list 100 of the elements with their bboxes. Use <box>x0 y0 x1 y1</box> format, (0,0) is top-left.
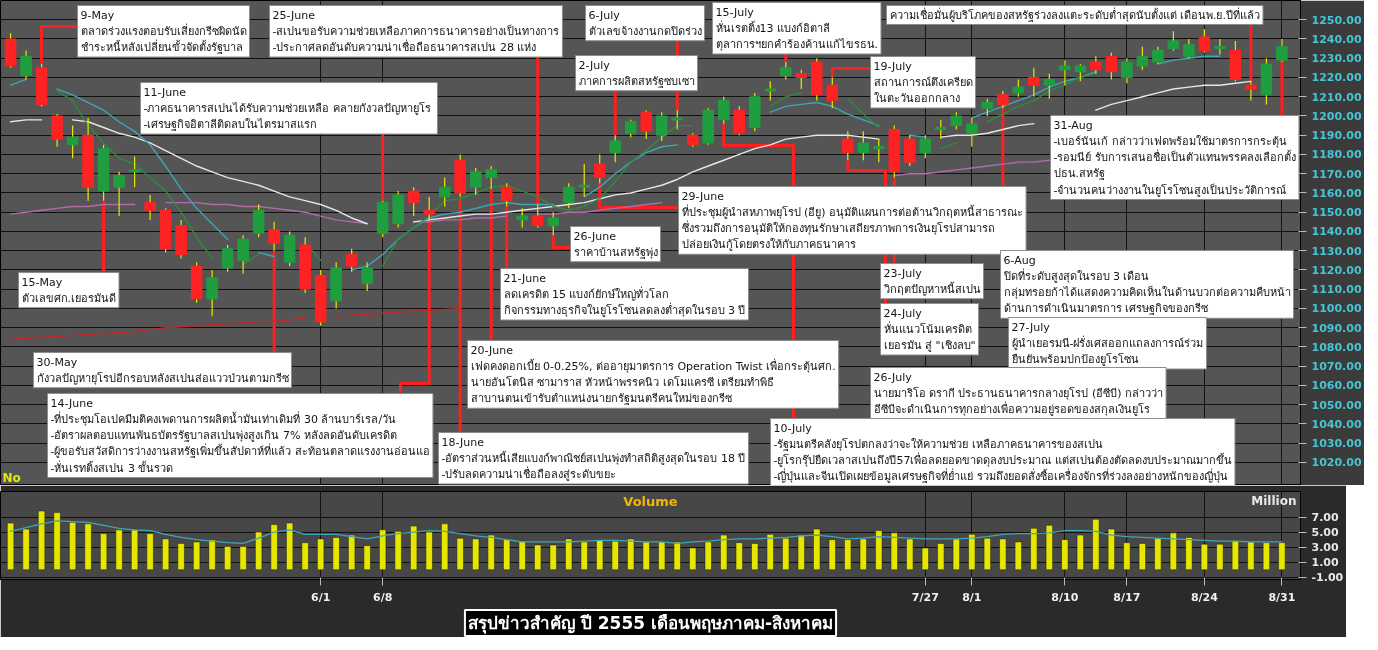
candlestick <box>640 109 653 140</box>
annotation: ความเชื่อมั่นผู้บริโภคของสหรัฐร่วงลงแตะระดับต่ำสุดนับตั้งแต่ เดือนพ.ย.ปีที่แล้ว <box>889 6 1260 22</box>
bar <box>115 529 123 570</box>
bar <box>1045 525 1053 570</box>
annotation: 2-July ภาคการผลิตสหรัฐซบเซา <box>578 58 695 88</box>
candlestick <box>345 248 358 273</box>
candlestick <box>144 194 156 221</box>
bar <box>456 537 464 570</box>
candlestick <box>485 165 497 190</box>
y-tick-label: 1050.00 <box>1311 398 1362 412</box>
candlestick <box>764 80 777 102</box>
bar <box>859 538 867 570</box>
annotation: 15-May ตัวเลขศก.เยอรมันดี <box>21 275 116 305</box>
candlestick <box>1167 30 1180 52</box>
candlestick <box>1043 73 1056 100</box>
y-tick-label: 1030.00 <box>1311 437 1362 451</box>
candlestick <box>1059 59 1071 86</box>
candlestick <box>516 207 528 229</box>
bar <box>813 528 821 570</box>
y-tick-label: 1220.00 <box>1311 71 1362 85</box>
candlestick <box>128 155 141 188</box>
candlestick <box>66 125 79 159</box>
bar <box>627 538 635 570</box>
x-tick-label: 8/10 <box>1051 590 1079 604</box>
x-tick-label: 8/31 <box>1268 590 1296 604</box>
bar <box>704 541 712 570</box>
y-tick-label: 1110.00 <box>1311 283 1362 297</box>
y-tick-label: 1100.00 <box>1311 302 1362 316</box>
bar <box>999 538 1007 570</box>
bar <box>1014 541 1022 570</box>
annotation: 24-July หั่นแนวโน้มเครดิต เยอรมัน สู่ "เชิงลบ" <box>883 306 976 352</box>
bar <box>270 524 278 570</box>
x-tick-label: 8/1 <box>962 590 982 604</box>
y-tick-label: 1070.00 <box>1311 360 1362 374</box>
bar <box>968 534 976 570</box>
bar <box>1185 537 1193 570</box>
annotation: 27-July ผู้นำเยอรมนี-ฝรั่งเศสออกแถลงการณ์ร่วม ยืนยันพร้อมปกป้องยูโรโซน <box>1011 320 1204 366</box>
bar <box>689 547 697 570</box>
bar <box>580 541 588 570</box>
candlestick <box>655 111 668 142</box>
bar <box>642 541 650 570</box>
candlestick <box>438 176 451 208</box>
y-tick-label: 1200.00 <box>1311 109 1362 123</box>
candlestick <box>547 211 559 236</box>
bar <box>379 529 387 570</box>
candlestick <box>795 69 808 90</box>
candlestick <box>1105 51 1118 81</box>
annotation: 30-May กังวลปัญหายุโรปอีกรอบหลังสเปนส่อแววป่วนตามกรีซ <box>36 355 290 385</box>
x-tick-label: 8/24 <box>1190 590 1219 604</box>
bar <box>239 546 247 570</box>
annotation: 19-July สถานการณ์ตึงเครียด ในตะวันออกกลาง <box>873 59 973 105</box>
bar <box>952 538 960 570</box>
bar <box>1092 519 1100 570</box>
bar <box>906 538 914 570</box>
bar <box>1030 528 1038 570</box>
candlestick <box>1198 28 1211 54</box>
bar <box>1169 532 1177 570</box>
bar <box>937 543 945 570</box>
y-tick-label: 1160.00 <box>1311 186 1362 200</box>
x-tick-label: 6/8 <box>373 590 393 604</box>
x-tick-label: 7/27 <box>911 590 939 604</box>
bar <box>53 512 61 570</box>
bar <box>565 538 573 570</box>
bar <box>1262 542 1270 570</box>
bar <box>224 546 232 570</box>
annotation: 26-July นายมาริโอ ดรากี ประธานธนาคารกลางยุโรป (อีซีบี) กล่าวว่า อีซีบีจะดำเนินการทุกอย่างเพื่อความอยู่รอดของสกุลเงินยูโร <box>873 370 1164 416</box>
bar <box>162 538 170 570</box>
y-tick-label: 1230.00 <box>1311 52 1362 66</box>
y-tick-label: 1.00 <box>1311 556 1339 570</box>
bar <box>363 545 371 570</box>
y-tick-label: 1040.00 <box>1311 417 1362 431</box>
bar <box>983 537 991 570</box>
y-tick-label: 1180.00 <box>1311 148 1362 162</box>
annotation: 21-June ลดเครดิต 15 แบงก์ยักษ์ใหญ่ทั่วโลก กิจกรรมทางธุรกิจในยูโรโซนลดลงต่ำสุดในรอบ 3 ปี <box>503 271 746 317</box>
candlestick <box>733 105 746 136</box>
x-tick-label: 6/1 <box>310 590 331 604</box>
candlestick <box>904 134 916 167</box>
candlestick <box>1214 38 1226 55</box>
bar <box>921 547 929 570</box>
bar <box>797 534 805 570</box>
bar <box>255 531 263 570</box>
candlestick <box>423 196 435 221</box>
y-tick-label: 1190.00 <box>1311 129 1362 143</box>
bar <box>828 539 836 570</box>
candlestick <box>873 138 885 163</box>
candlestick <box>562 182 575 209</box>
annotation: 9-May ตลาดร่วงแรงตอบรับเสี่ยงกรีซผิดนัด ชำระหนี้หลังเปลี่ยนขั้วจัดตั้งรัฐบาล <box>80 8 247 54</box>
annotation: No <box>2 470 21 485</box>
y-tick-label: 3.00 <box>1311 541 1339 555</box>
bar <box>1278 542 1286 570</box>
y-tick-label: 1120.00 <box>1311 263 1362 277</box>
y-tick-label: 1240.00 <box>1311 32 1362 46</box>
bar <box>286 522 294 570</box>
candlestick <box>113 171 125 217</box>
bar <box>301 542 309 570</box>
candlestick <box>919 134 932 159</box>
candlestick <box>237 234 249 275</box>
annotation: 6-July ตัวเลขจ้างงานกดปิดร่วง <box>588 8 702 38</box>
bar <box>7 522 15 570</box>
bar <box>1154 537 1162 570</box>
